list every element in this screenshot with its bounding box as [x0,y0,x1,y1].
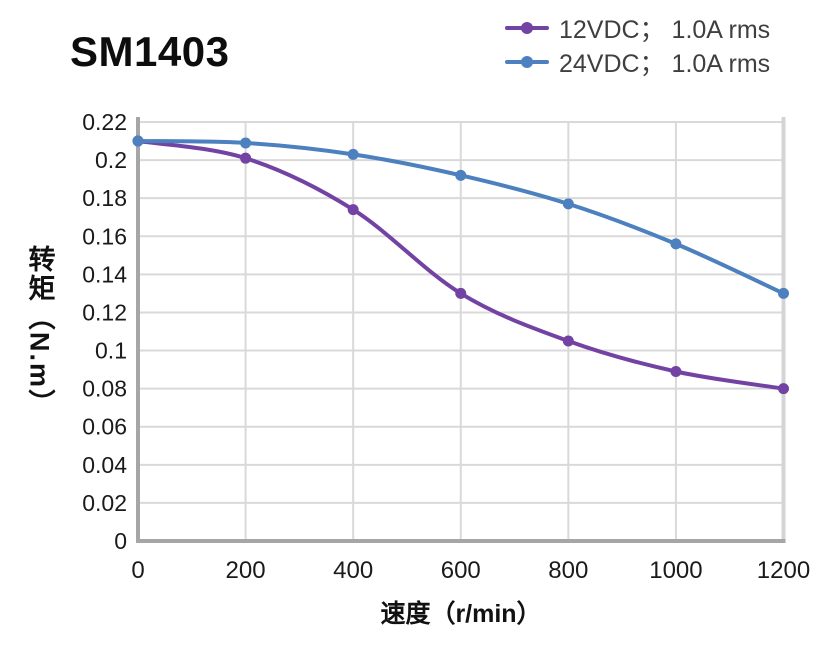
x-axis-title: 速度（r/min） [380,600,542,628]
y-tick-label: 0.08 [82,376,127,402]
y-axis-title: 转矩（N.m） [24,244,55,418]
y-tick-label: 0.04 [82,452,127,478]
series-marker [455,169,467,181]
x-tick-label: 1200 [757,557,810,584]
series-marker [347,204,359,216]
legend-label: 12VDC； 1.0A rms [559,16,771,44]
chart-title: SM1403 [70,28,230,75]
x-tick-label: 200 [226,557,266,584]
y-tick-label: 0.1 [95,338,127,364]
y-tick-label: 0.18 [82,185,127,211]
y-tick-label: 0.06 [82,414,127,440]
series-marker [670,365,682,377]
x-tick-label: 600 [441,557,481,584]
legend-line-marker-icon [505,54,549,70]
series-marker [132,135,144,147]
x-tick-label: 0 [131,557,144,584]
y-tick-label: 0.22 [82,109,127,135]
series-marker [778,287,789,299]
series-marker [562,335,574,347]
legend-item: 12VDC； 1.0A rms [505,12,770,44]
y-tick-label: 0 [114,528,127,554]
x-tick-label: 800 [548,557,588,584]
y-tick-label: 0.2 [95,147,127,173]
series-marker [240,137,252,149]
legend-item: 24VDC； 1.0A rms [505,46,770,78]
series-marker [347,148,359,160]
y-tick-label: 0.16 [82,223,127,249]
x-tick-label: 400 [333,557,373,584]
legend-line-marker-icon [505,20,549,36]
series-marker [455,287,467,299]
y-tick-label: 0.14 [82,261,127,287]
chart-legend: 12VDC； 1.0A rms 24VDC； 1.0A rms [505,12,770,78]
y-tick-label: 0.02 [82,490,127,516]
y-tick-label: 0.12 [82,299,127,325]
series-marker [670,238,682,250]
series-marker [562,198,574,210]
x-tick-label: 1000 [649,557,702,584]
series-marker [240,152,252,164]
legend-label: 24VDC； 1.0A rms [559,50,771,78]
series-marker [778,383,789,395]
